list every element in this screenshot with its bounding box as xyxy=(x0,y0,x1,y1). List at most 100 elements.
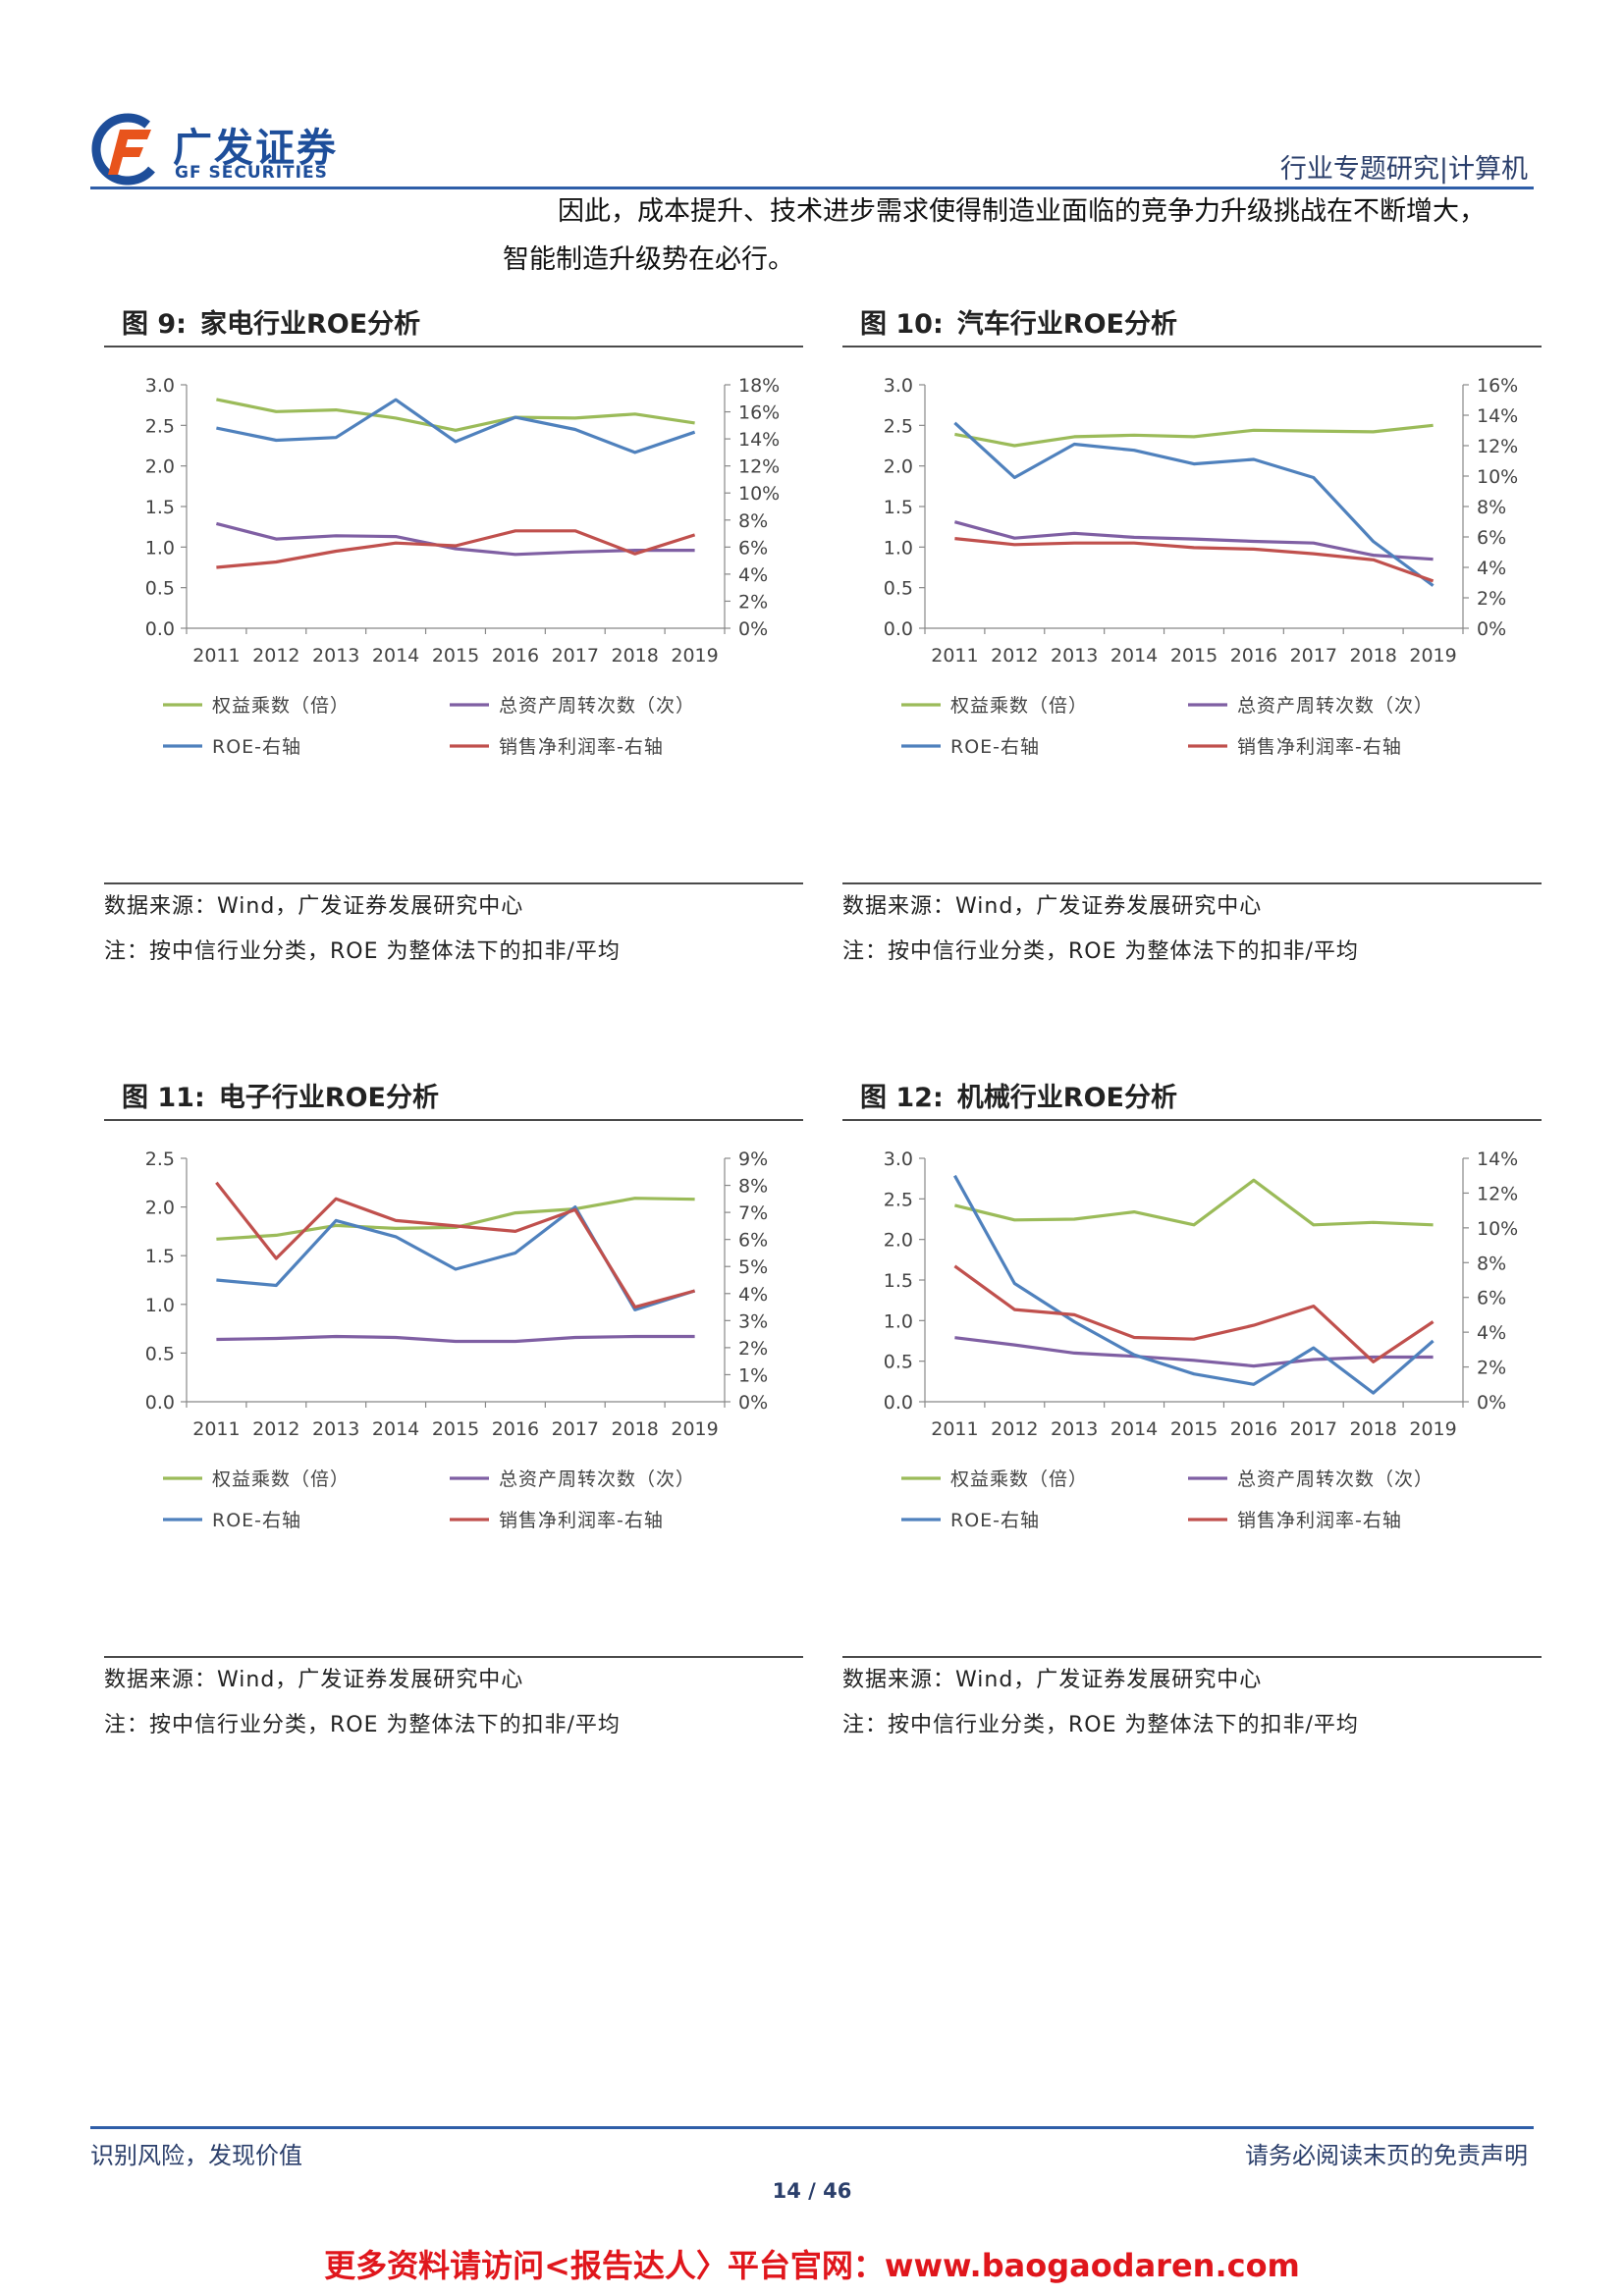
left-tick-label: 1.0 xyxy=(145,1295,175,1316)
left-tick-label: 2.0 xyxy=(884,1230,913,1252)
right-tick-label: 14% xyxy=(1477,405,1518,427)
left-tick-label: 1.0 xyxy=(145,537,175,559)
figure-note: 注：按中信行业分类，ROE 为整体法下的扣非/平均 xyxy=(842,939,1359,964)
right-tick-label: 16% xyxy=(738,402,780,424)
right-tick-label: 18% xyxy=(738,375,780,397)
right-tick-label: 4% xyxy=(1477,558,1506,579)
legend-label: 销售净利润率-右轴 xyxy=(499,736,664,758)
x-tick-label: 2017 xyxy=(1290,1418,1337,1440)
legend-label: 总资产周转次数（次） xyxy=(1237,695,1434,717)
legend-label: 销售净利润率-右轴 xyxy=(1237,1510,1402,1531)
left-tick-label: 1.0 xyxy=(884,1310,913,1332)
roe-chart-auto: 0.0 0.5 1.0 1.5 2.0 2.5 3.0 0% 2% 4% 6% 8% 10% 12% 14%… xyxy=(884,375,1518,758)
legend-label: 权益乘数（倍） xyxy=(212,1468,350,1490)
x-tick-label: 2012 xyxy=(991,1418,1038,1440)
right-tick-label: 6% xyxy=(1477,527,1506,549)
left-tick-label: 0.0 xyxy=(145,618,175,640)
figure-top-rule xyxy=(104,346,803,347)
right-tick-label: 6% xyxy=(738,1230,768,1252)
figure-bottom-rule xyxy=(104,882,803,884)
x-tick-label: 2011 xyxy=(192,1418,240,1440)
figure-title: 图 10: 汽车行业ROE分析 xyxy=(842,304,1542,346)
promo-banner[interactable]: 更多资料请访问<报告达人〉平台官网：www.baogaodaren.com xyxy=(324,2247,1300,2284)
right-tick-label: 4% xyxy=(1477,1322,1506,1344)
series-line-3 xyxy=(216,398,696,454)
x-tick-label: 2014 xyxy=(372,645,419,667)
figure-9: 图 9: 家电行业ROE分析 0.0 0.5 1.0 1.5 2.0 2.5 3.0 0% 2% 4… xyxy=(104,304,803,975)
figure-caption: 机械行业ROE分析 xyxy=(956,1083,1177,1113)
left-tick-label: 2.5 xyxy=(145,415,175,437)
figure-note: 注：按中信行业分类，ROE 为整体法下的扣非/平均 xyxy=(104,939,621,964)
left-tick-label: 1.5 xyxy=(884,1270,913,1292)
series-line-3 xyxy=(216,1204,696,1311)
left-tick-label: 1.5 xyxy=(145,1246,175,1267)
x-tick-label: 2012 xyxy=(252,1418,299,1440)
footer-slogan: 识别风险，发现价值 xyxy=(90,2142,302,2169)
figure-title: 图 12: 机械行业ROE分析 xyxy=(842,1078,1542,1119)
figure-bottom-rule xyxy=(104,1656,803,1658)
series-line-4 xyxy=(953,1264,1435,1363)
right-tick-label: 3% xyxy=(738,1310,768,1332)
figure-source: 数据来源：Wind，广发证券发展研究中心 xyxy=(104,1668,524,1692)
right-tick-label: 12% xyxy=(738,456,780,478)
figure-label: 图 11: xyxy=(122,1083,205,1113)
figure-11: 图 11: 电子行业ROE分析 0.0 0.5 1.0 1.5 2.0 2.5 0% 1% 2% 3… xyxy=(104,1078,803,1748)
legend-label: ROE-右轴 xyxy=(950,1510,1040,1531)
left-tick-label: 2.5 xyxy=(145,1148,175,1170)
right-tick-label: 8% xyxy=(1477,1253,1506,1274)
figure-source: 数据来源：Wind，广发证券发展研究中心 xyxy=(104,894,524,919)
right-tick-label: 6% xyxy=(1477,1288,1506,1309)
left-tick-label: 3.0 xyxy=(884,1148,913,1170)
legend-label: 权益乘数（倍） xyxy=(950,695,1088,717)
figure-label: 图 9: xyxy=(122,309,187,340)
left-tick-label: 2.0 xyxy=(145,1198,175,1219)
x-tick-label: 2015 xyxy=(1170,1418,1218,1440)
series-line-4 xyxy=(216,529,696,569)
right-tick-label: 14% xyxy=(1477,1148,1518,1170)
left-tick-label: 1.5 xyxy=(884,497,913,518)
right-tick-label: 2% xyxy=(1477,1358,1506,1379)
figure-source: 数据来源：Wind，广发证券发展研究中心 xyxy=(842,894,1263,919)
series-line-1 xyxy=(216,1197,695,1241)
series-line-1 xyxy=(954,423,1434,448)
header-divider xyxy=(90,187,1534,189)
x-tick-label: 2018 xyxy=(611,1418,658,1440)
figure-top-rule xyxy=(842,1119,1542,1121)
body-paragraph-line-2: 智能制造升级势在必行。 xyxy=(503,244,794,275)
x-tick-label: 2018 xyxy=(1349,645,1396,667)
series-line-4 xyxy=(215,1181,696,1309)
figure-caption: 汽车行业ROE分析 xyxy=(956,309,1177,340)
left-tick-label: 0.5 xyxy=(884,578,913,600)
figure-label: 图 12: xyxy=(860,1083,944,1113)
figure-caption: 家电行业ROE分析 xyxy=(199,309,421,340)
legend-label: 权益乘数（倍） xyxy=(212,695,350,717)
figure-source: 数据来源：Wind，广发证券发展研究中心 xyxy=(842,1668,1263,1692)
x-tick-label: 2018 xyxy=(611,645,658,667)
x-tick-label: 2019 xyxy=(1409,1418,1456,1440)
left-tick-label: 2.5 xyxy=(884,415,913,437)
right-tick-label: 16% xyxy=(1477,375,1518,397)
figure-10: 图 10: 汽车行业ROE分析 0.0 0.5 1.0 1.5 2.0 2.5 3.0 0% 2%… xyxy=(842,304,1542,975)
figure-bottom-rule xyxy=(842,1656,1542,1658)
legend-label: 总资产周转次数（次） xyxy=(1237,1468,1434,1490)
left-tick-label: 0.0 xyxy=(884,1392,913,1414)
x-tick-label: 2017 xyxy=(1290,645,1337,667)
figure-bottom-rule xyxy=(842,882,1542,884)
right-tick-label: 0% xyxy=(738,1392,768,1414)
right-tick-label: 8% xyxy=(738,1176,768,1198)
x-tick-label: 2013 xyxy=(312,645,359,667)
left-tick-label: 1.0 xyxy=(884,537,913,559)
right-tick-label: 1% xyxy=(738,1364,768,1386)
series-line-1 xyxy=(216,398,695,432)
right-tick-label: 6% xyxy=(738,537,768,559)
x-tick-label: 2016 xyxy=(1230,1418,1277,1440)
right-tick-label: 8% xyxy=(1477,497,1506,518)
x-tick-label: 2013 xyxy=(1051,645,1098,667)
right-tick-label: 4% xyxy=(738,564,768,586)
x-tick-label: 2016 xyxy=(492,1418,539,1440)
x-tick-label: 2014 xyxy=(1110,1418,1158,1440)
series-line-2 xyxy=(953,520,1434,561)
legend-label: ROE-右轴 xyxy=(950,736,1040,758)
footer-disclaimer-link[interactable]: 请务必阅读末页的免责声明 xyxy=(1245,2142,1528,2169)
right-tick-label: 2% xyxy=(1477,588,1506,610)
